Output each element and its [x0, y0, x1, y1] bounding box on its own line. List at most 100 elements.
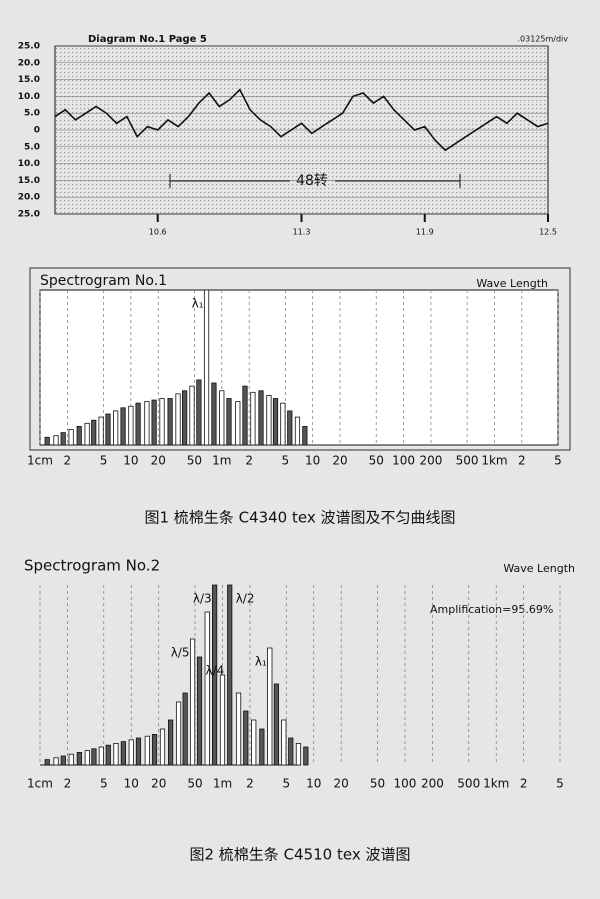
note: Amplification=95.69%: [430, 603, 553, 616]
bar: [182, 692, 188, 766]
bar: [98, 416, 104, 446]
bar: [250, 391, 256, 446]
bar: [168, 719, 174, 766]
bar: [196, 379, 202, 446]
x-tick-label: 1m: [213, 777, 232, 791]
bar: [151, 734, 158, 766]
bar: [288, 737, 294, 766]
bar: [175, 393, 181, 446]
y-tick-label: 20.0: [18, 193, 40, 203]
x-tick-label: 1m: [212, 454, 231, 468]
bar: [105, 744, 111, 766]
y-tick-label: 15.0: [18, 75, 40, 85]
chart-title: Spectrogram No.2: [24, 557, 160, 575]
bar: [151, 399, 157, 446]
bar: [60, 432, 66, 446]
annotation: 48转: [296, 173, 328, 189]
x-tick-label: 1cm: [27, 454, 53, 468]
x-tick-label: 5: [100, 777, 108, 791]
bar: [84, 422, 90, 446]
x-tick-label: 1km: [483, 777, 509, 791]
bar: [68, 429, 74, 446]
y-tick-label: 25.0: [18, 42, 40, 52]
bar: [120, 407, 126, 446]
bar: [303, 746, 309, 766]
bar: [68, 753, 74, 766]
annotation: .03125m/div: [517, 35, 568, 44]
x-tick-label: 50: [369, 454, 384, 468]
bar: [235, 692, 242, 766]
x-tick-label: 10: [306, 777, 321, 791]
y-tick-label: 10.0: [18, 92, 40, 102]
bar: [196, 656, 203, 766]
annotation: λ₁: [255, 655, 267, 669]
bar: [294, 416, 301, 446]
annotation: λ/5: [171, 646, 190, 660]
bar: [189, 385, 195, 446]
bar: [128, 739, 134, 766]
y-tick-label: 5.0: [24, 142, 40, 152]
bar: [266, 394, 272, 446]
chart-frame: [29, 267, 571, 451]
bar: [53, 435, 59, 446]
x-tick-label: 500: [457, 777, 480, 791]
bar: [226, 398, 232, 446]
x-tick-label: 1km: [481, 454, 507, 468]
bar: [84, 750, 90, 766]
bar: [76, 425, 82, 446]
x-tick-label: 50: [370, 777, 385, 791]
bar: [281, 719, 287, 766]
bar: [91, 419, 97, 446]
x-tick-label: 20: [334, 777, 349, 791]
bar: [242, 385, 248, 446]
bar: [203, 289, 210, 446]
y-tick-label: 15.0: [18, 176, 40, 186]
bar: [53, 757, 59, 766]
x-tick-label: 1cm: [27, 777, 53, 791]
bar: [144, 735, 150, 766]
chart-title: Diagram No.1 Page 5: [88, 34, 207, 45]
x-tick-label: 5: [100, 454, 108, 468]
x-tick-label: 10.6: [149, 228, 167, 237]
x-tick-label: 11.3: [293, 228, 311, 237]
x-tick-label: 100: [392, 454, 415, 468]
x-tick-label: 2: [246, 777, 254, 791]
bar: [44, 759, 50, 766]
annotation: λ/4: [206, 664, 225, 678]
bar: [98, 746, 104, 766]
bar: [135, 402, 141, 446]
bar: [302, 425, 308, 446]
x-tick-label: 50: [187, 454, 202, 468]
bar: [76, 752, 82, 766]
x-tick-label: 10: [124, 777, 139, 791]
bar: [272, 398, 279, 446]
bar: [91, 748, 97, 766]
bar: [280, 402, 286, 446]
bar: [258, 390, 264, 446]
annotation: λ/3: [193, 592, 212, 606]
x-tick-label: 200: [421, 777, 444, 791]
chart-title: Spectrogram No.1: [40, 273, 167, 289]
bar: [273, 683, 280, 766]
x-tick-label: 100: [394, 777, 417, 791]
bar: [159, 398, 165, 446]
bar: [175, 701, 182, 766]
annotation: λ/2: [236, 592, 255, 606]
x-tick-label: 20: [151, 777, 166, 791]
bar: [295, 743, 302, 766]
x-tick-label: 12.5: [539, 228, 557, 237]
bar: [287, 410, 293, 446]
x-tick-label: 2: [64, 454, 72, 468]
x-tick-label: 500: [456, 454, 479, 468]
x-tick-label: 50: [187, 777, 202, 791]
bar: [204, 611, 210, 766]
figure-caption: 图1 梳棉生条 C4340 tex 波谱图及不匀曲线图: [145, 509, 456, 527]
x-tick-label: 10: [123, 454, 138, 468]
annotation: λ₁: [192, 297, 204, 311]
axis-label: Wave Length: [503, 562, 575, 575]
bar: [144, 401, 150, 446]
bar: [135, 737, 142, 766]
bar: [113, 410, 119, 446]
